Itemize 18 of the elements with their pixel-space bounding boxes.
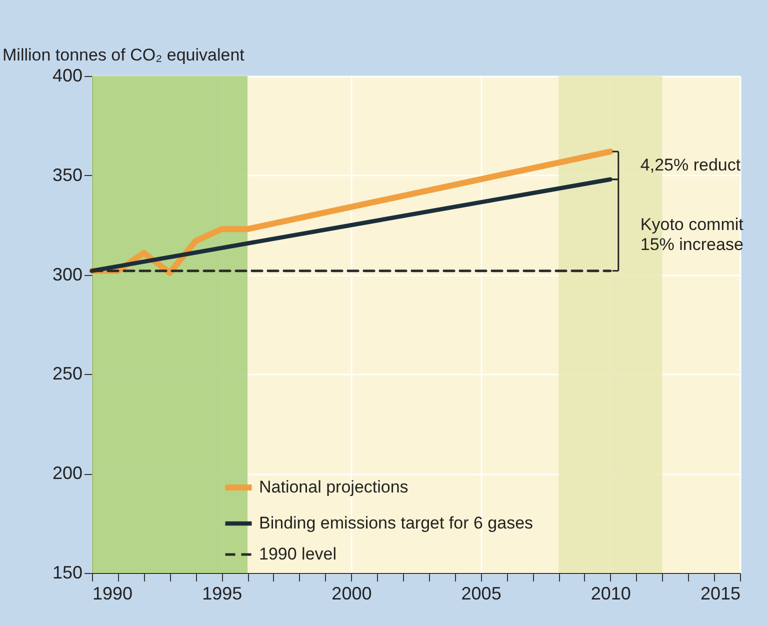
annotation: Kyoto commit 15% increase — [640, 215, 744, 254]
y-tick-label: 200 — [52, 463, 82, 484]
x-tick-label: 2000 — [332, 584, 372, 604]
legend-label: National projections — [259, 478, 408, 496]
y-axis-title: Million tonnes of CO₂ equivalent — [2, 46, 245, 64]
y-tick-label: 300 — [52, 264, 82, 284]
x-tick-label: 2005 — [461, 584, 502, 604]
y-tick-label: 350 — [52, 164, 82, 185]
x-tick-label: 2015 — [700, 584, 740, 604]
legend-label: Binding emissions target for 6 gases — [259, 514, 534, 532]
x-tick-label: 1995 — [202, 584, 242, 604]
legend-label: 1990 level — [259, 544, 337, 564]
y-tick-label: 250 — [52, 364, 82, 384]
x-tick-label: 2010 — [590, 584, 631, 604]
y-tick-label: 150 — [52, 562, 82, 582]
annotation: 4,25% reduct — [640, 155, 741, 174]
x-tick-label: 1990 — [92, 584, 133, 604]
y-tick-label: 400 — [52, 66, 82, 86]
